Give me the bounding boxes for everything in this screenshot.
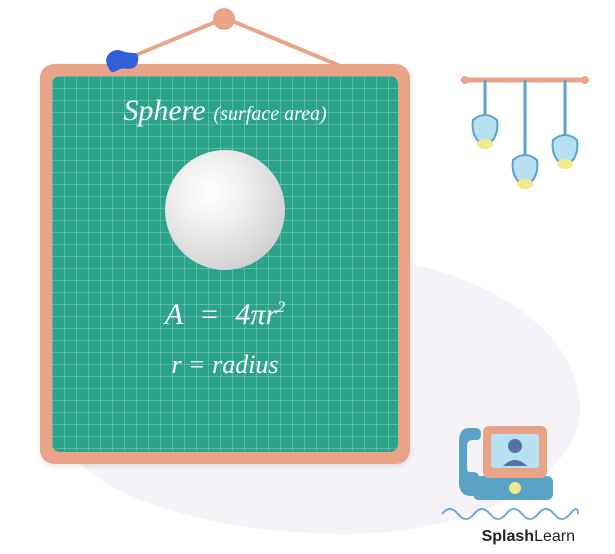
phone-icon (455, 416, 565, 506)
brand-label: SplashLearn (482, 528, 575, 546)
title-main: Sphere (123, 94, 205, 128)
chalkboard-content: Sphere (surface area) A = 4πr2 r = radiu… (52, 76, 398, 452)
chalkboard: Sphere (surface area) A = 4πr2 r = radiu… (52, 76, 398, 452)
formula-rhs-exp: 2 (277, 299, 285, 316)
brand-part1: Splash (482, 528, 534, 545)
bean-icon (102, 47, 140, 77)
formula-rhs: 4πr2 (235, 298, 285, 332)
formula-lhs: A (165, 298, 183, 332)
title-sub: (surface area) (214, 103, 327, 126)
formula-rhs-base: 4πr (235, 298, 277, 331)
formula: A = 4πr2 (165, 298, 285, 332)
formula-eq: = (199, 298, 219, 332)
title-line: Sphere (surface area) (123, 94, 326, 128)
radius-definition: r = radius (171, 350, 278, 380)
chalkboard-frame: Sphere (surface area) A = 4πr2 r = radiu… (40, 64, 410, 464)
pendant-lights-icon (455, 70, 595, 220)
hanger-knob (213, 8, 235, 30)
sphere-graphic (165, 150, 285, 270)
brand-part2: Learn (534, 528, 575, 545)
